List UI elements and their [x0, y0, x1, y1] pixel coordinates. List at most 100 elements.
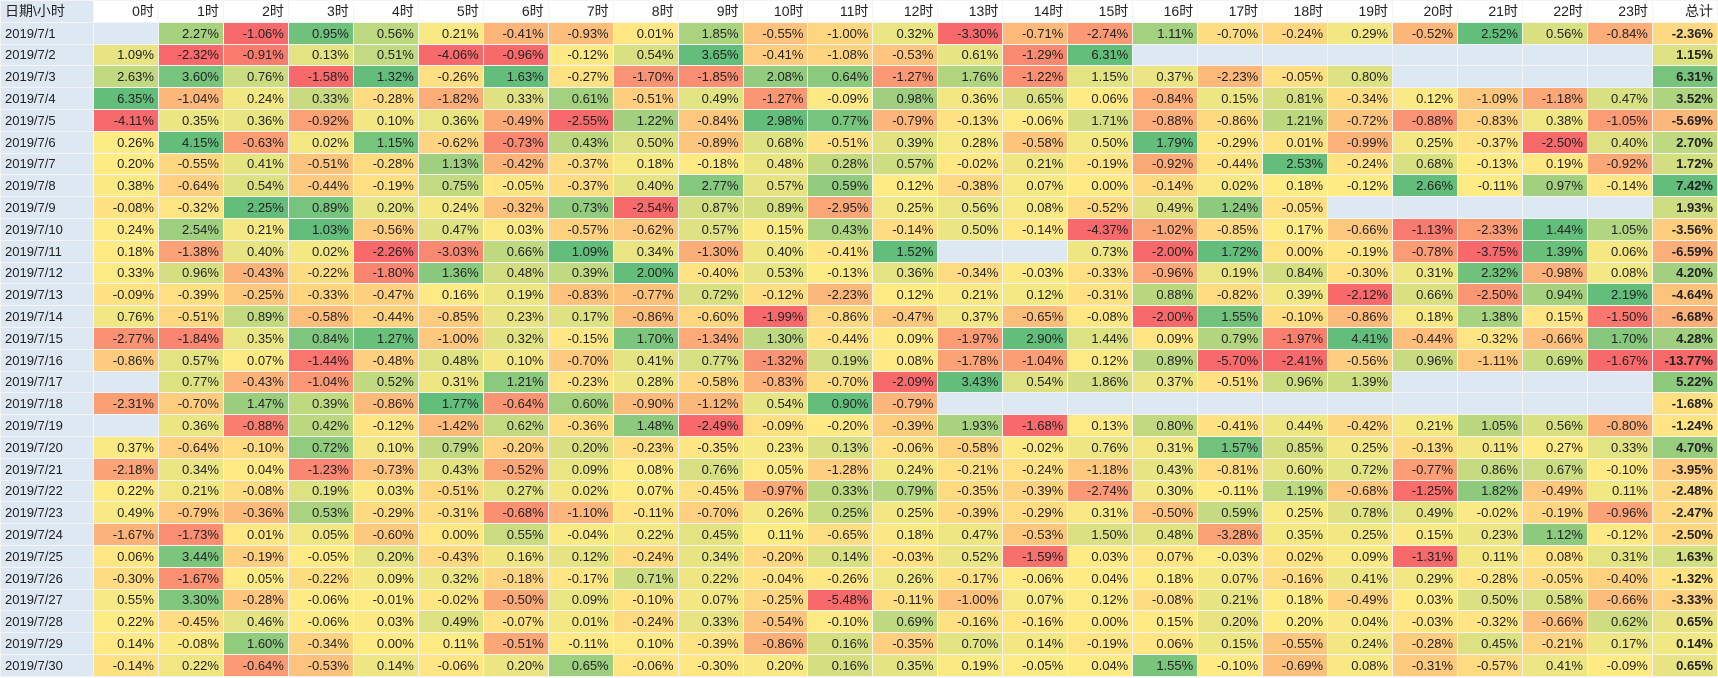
value-cell: 1.21%: [1262, 108, 1329, 132]
total-cell: 6.31%: [1651, 65, 1718, 89]
value-cell: 0.20%: [742, 653, 809, 677]
value-cell: 0.18%: [93, 239, 159, 263]
value-cell: 0.81%: [1262, 87, 1329, 110]
value-cell: 2.27%: [157, 21, 224, 45]
value-cell: -0.44%: [287, 174, 354, 198]
value-cell: -1.18%: [1067, 457, 1134, 481]
value-cell: 0.21%: [222, 217, 289, 241]
value-cell: 0.37%: [93, 435, 159, 459]
value-cell: 0.25%: [1262, 501, 1329, 525]
value-cell: -0.85%: [1197, 217, 1264, 241]
value-cell: -0.51%: [1197, 370, 1264, 394]
empty-cell: [1392, 196, 1459, 219]
table-row: 2019/7/15 -2.77% -1.84% 0.35% 0.84% 1.27% -1.0…: [0, 326, 1718, 350]
value-cell: 0.04%: [222, 457, 289, 481]
value-cell: -0.39%: [937, 501, 1004, 525]
table-row: 2019/7/12 0.33% 0.96% -0.43% -0.22% -1.80% 1.3…: [0, 261, 1718, 285]
empty-cell: [1197, 392, 1264, 416]
value-cell: 0.02%: [287, 239, 354, 263]
value-cell: 0.32%: [417, 566, 484, 590]
value-cell: -0.13%: [807, 261, 874, 285]
value-cell: 0.87%: [677, 196, 744, 219]
value-cell: -0.21%: [937, 457, 1004, 481]
value-cell: -0.17%: [547, 566, 614, 590]
total-cell: -5.69%: [1651, 108, 1718, 132]
value-cell: 0.01%: [222, 523, 289, 546]
value-cell: -0.63%: [222, 130, 289, 154]
value-cell: 3.30%: [157, 588, 224, 612]
total-cell: 3.52%: [1651, 87, 1718, 110]
value-cell: -2.95%: [807, 196, 874, 219]
value-cell: 2.66%: [1392, 174, 1459, 198]
value-cell: 4.15%: [157, 130, 224, 154]
total-cell: -1.32%: [1651, 566, 1718, 590]
value-cell: 0.44%: [1262, 414, 1329, 437]
header-cell: 日期\小时: [0, 0, 94, 23]
value-cell: -3.28%: [1197, 523, 1264, 546]
value-cell: 0.79%: [872, 479, 939, 503]
header-cell: 8时: [612, 0, 679, 23]
value-cell: -0.86%: [807, 305, 874, 328]
value-cell: -0.12%: [352, 414, 419, 437]
value-cell: 0.31%: [1586, 544, 1653, 568]
value-cell: 0.40%: [612, 174, 679, 198]
header-cell: 23时: [1586, 0, 1653, 23]
total-cell: 1.93%: [1651, 196, 1718, 219]
value-cell: -0.39%: [872, 414, 939, 437]
value-cell: -0.77%: [612, 283, 679, 307]
value-cell: -2.74%: [1067, 21, 1134, 45]
value-cell: 0.15%: [1521, 305, 1588, 328]
value-cell: -0.30%: [93, 566, 159, 590]
value-cell: 0.77%: [677, 348, 744, 372]
value-cell: -0.10%: [807, 610, 874, 634]
value-cell: 0.01%: [1262, 130, 1329, 154]
value-cell: -0.66%: [1586, 588, 1653, 612]
value-cell: 0.60%: [547, 392, 614, 416]
value-cell: 0.96%: [1392, 348, 1459, 372]
value-cell: -0.34%: [287, 632, 354, 655]
value-cell: 0.16%: [807, 653, 874, 677]
value-cell: -0.26%: [417, 65, 484, 89]
value-cell: 0.10%: [352, 435, 419, 459]
value-cell: 0.33%: [807, 479, 874, 503]
value-cell: -0.70%: [1197, 21, 1264, 45]
value-cell: 0.20%: [352, 544, 419, 568]
value-cell: -0.33%: [1067, 261, 1134, 285]
value-cell: 0.23%: [482, 305, 549, 328]
value-cell: 0.04%: [1067, 566, 1134, 590]
value-cell: -0.55%: [1262, 632, 1329, 655]
value-cell: 0.24%: [222, 87, 289, 110]
empty-cell: [93, 21, 159, 45]
value-cell: -2.00%: [1132, 239, 1199, 263]
value-cell: 0.65%: [547, 653, 614, 677]
value-cell: 0.52%: [352, 370, 419, 394]
value-cell: 0.11%: [1457, 544, 1523, 568]
value-cell: 0.68%: [742, 130, 809, 154]
date-cell: 2019/7/18: [0, 392, 94, 416]
value-cell: -0.20%: [482, 435, 549, 459]
value-cell: 0.70%: [937, 632, 1004, 655]
value-cell: -0.84%: [1132, 87, 1199, 110]
value-cell: -1.27%: [742, 87, 809, 110]
value-cell: 0.18%: [872, 523, 939, 546]
date-cell: 2019/7/22: [0, 479, 94, 503]
value-cell: 0.72%: [1327, 457, 1394, 481]
value-cell: 1.70%: [612, 326, 679, 350]
value-cell: -0.06%: [612, 653, 679, 677]
value-cell: -1.67%: [93, 523, 159, 546]
value-cell: -0.24%: [612, 544, 679, 568]
value-cell: -0.83%: [547, 283, 614, 307]
value-cell: 0.34%: [612, 239, 679, 263]
value-cell: -2.18%: [93, 457, 159, 481]
value-cell: 0.35%: [872, 653, 939, 677]
value-cell: 1.13%: [417, 152, 484, 176]
value-cell: 0.56%: [1521, 414, 1588, 437]
value-cell: -0.42%: [482, 152, 549, 176]
value-cell: 0.69%: [1521, 348, 1588, 372]
value-cell: -0.73%: [482, 130, 549, 154]
value-cell: -0.44%: [1392, 326, 1459, 350]
table-row: 2019/7/9 -0.08% -0.32% 2.25% 0.89% 0.20% 0.24%…: [0, 196, 1718, 219]
table-row: 2019/7/26 -0.30% -1.67% 0.05% -0.22% 0.09% 0.3…: [0, 566, 1718, 590]
value-cell: -0.03%: [1197, 544, 1264, 568]
value-cell: 0.35%: [157, 108, 224, 132]
